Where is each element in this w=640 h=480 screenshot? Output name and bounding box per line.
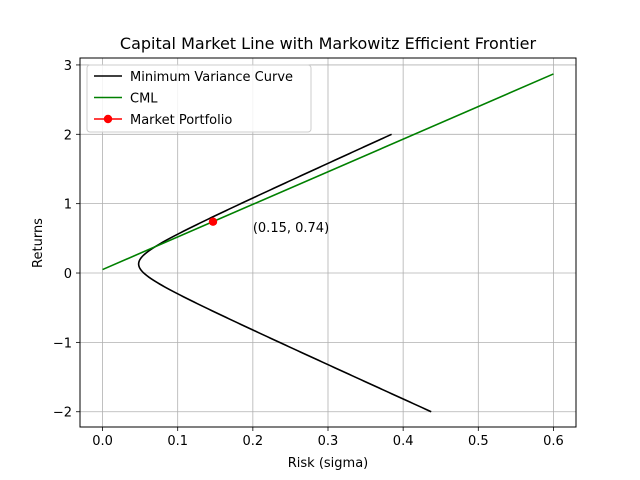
plot-series bbox=[102, 73, 554, 413]
legend-marker bbox=[103, 114, 113, 124]
cml-line bbox=[102, 73, 554, 271]
x-tick-label: 0.6 bbox=[543, 434, 564, 449]
x-tick-label: 0.2 bbox=[243, 434, 264, 449]
y-tick-label: 2 bbox=[64, 128, 72, 143]
annotations: (0.15, 0.74) bbox=[253, 221, 329, 236]
y-tick-label: −2 bbox=[53, 406, 72, 421]
y-tick-label: 1 bbox=[64, 198, 72, 213]
legend-label: Minimum Variance Curve bbox=[130, 70, 293, 85]
y-axis-label: Returns bbox=[31, 218, 46, 268]
axis-ticks: 0.0 0.1 0.2 0.3 0.4 0.5 0.6 −2 −1 0 1 2 3 bbox=[53, 59, 564, 449]
y-tick-label: 0 bbox=[64, 267, 72, 282]
y-tick-label: 3 bbox=[64, 59, 72, 74]
x-tick-label: 0.5 bbox=[468, 434, 489, 449]
market-portfolio-annotation: (0.15, 0.74) bbox=[253, 221, 329, 236]
x-tick-label: 0.4 bbox=[393, 434, 414, 449]
x-tick-label: 0.3 bbox=[318, 434, 339, 449]
legend-label: Market Portfolio bbox=[130, 113, 232, 128]
x-tick-label: 0.1 bbox=[167, 434, 188, 449]
legend-label: CML bbox=[130, 92, 158, 107]
x-axis-label: Risk (sigma) bbox=[288, 456, 369, 471]
legend-box bbox=[86, 64, 312, 133]
legend: Minimum Variance Curve CML Market Portfoli… bbox=[86, 64, 312, 133]
market-portfolio-marker bbox=[208, 217, 218, 226]
chart-title: Capital Market Line with Markowitz Effic… bbox=[120, 34, 537, 53]
minimum-variance-curve bbox=[137, 133, 432, 413]
x-tick-label: 0.0 bbox=[92, 434, 113, 449]
y-tick-label: −1 bbox=[53, 336, 72, 351]
